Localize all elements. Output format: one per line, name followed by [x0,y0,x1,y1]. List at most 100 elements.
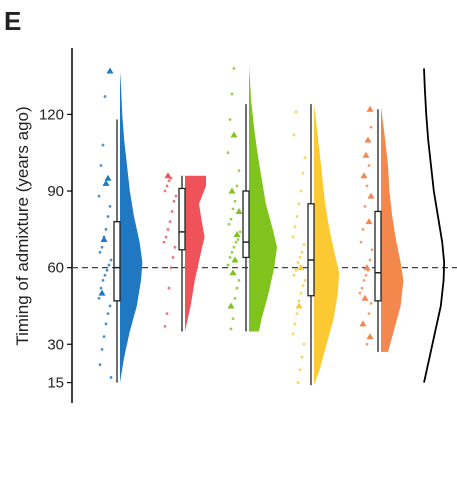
point [172,199,176,203]
half-violin [120,70,143,383]
point [228,118,232,121]
point [226,263,230,267]
point [98,250,102,254]
point [101,143,105,147]
point [100,347,104,351]
point [293,225,297,229]
triangle-point [297,264,305,271]
point [302,342,306,346]
point [165,184,169,188]
point [299,291,303,295]
point [103,95,107,98]
point [300,355,304,359]
point [294,268,298,272]
panel-label: E [4,6,21,36]
point [231,207,235,211]
point [97,296,101,300]
point [236,238,240,241]
point [365,342,369,346]
point [109,258,113,262]
y-tick-label: 90 [47,183,64,200]
point [368,258,372,262]
half-violin [381,106,404,352]
point [171,256,175,259]
point [360,286,364,290]
point [370,248,374,252]
point [107,263,111,267]
point [238,230,242,234]
box [374,210,382,302]
point [235,184,239,188]
point [174,194,178,198]
density-curve [423,68,446,383]
point [292,273,296,277]
point [293,322,297,326]
point [103,273,107,277]
point [299,189,303,193]
triangle-point [366,105,374,112]
point [106,312,110,316]
triangle-point [365,218,373,225]
point [166,227,170,231]
triangle-point [233,230,241,237]
triangle-point [227,302,235,309]
triangle-point [164,172,172,179]
point [300,250,304,254]
point [297,299,301,303]
point [232,67,236,70]
point [104,322,108,326]
point [367,312,371,316]
triangle-point [367,192,375,199]
y-axis-title: Timing of admixture (years ago) [13,106,32,345]
point [291,332,295,336]
box [113,221,121,302]
point [362,279,366,282]
point [167,179,171,183]
point [296,261,300,264]
triangle-point [361,294,369,301]
point [104,227,108,231]
point [291,235,295,239]
point [98,363,102,367]
y-tick-label: 15 [47,375,64,392]
point [163,324,167,328]
point [237,279,241,282]
triangle-point [229,269,237,276]
point [231,317,235,321]
point [303,279,307,282]
point [302,243,306,247]
triangle-point [228,187,236,194]
point [369,125,373,129]
y-tick-label: 30 [47,336,64,353]
point [234,240,238,244]
point [367,164,371,167]
point [108,304,112,308]
y-tick-label: 120 [39,106,64,123]
point [301,284,305,287]
point [99,164,103,167]
point [102,335,106,338]
point [233,296,237,300]
point [365,184,369,188]
point [358,291,362,295]
triangle-point [366,333,374,340]
half-violin [185,175,206,332]
point [165,312,169,316]
point [292,133,296,137]
triangle-point [363,264,371,271]
point [227,222,231,226]
point [106,215,110,218]
point [301,171,305,175]
point [168,220,172,224]
triangle-point [104,174,112,181]
point [105,268,109,272]
point [233,199,237,203]
point [226,151,230,155]
triangle-point [362,151,370,158]
point [109,376,113,379]
point [369,301,373,305]
point [173,245,177,249]
point [298,368,302,372]
box [307,203,315,297]
